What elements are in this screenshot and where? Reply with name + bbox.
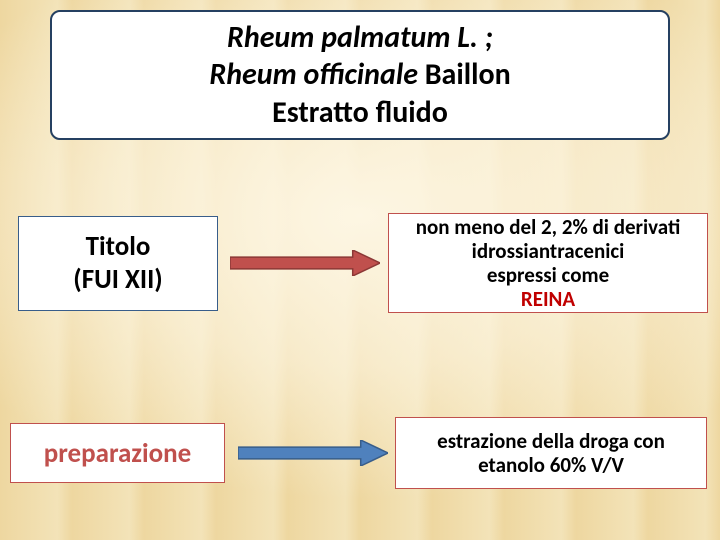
diagram-row-0: Titolo(FUI XII) non meno del 2, 2% di der… xyxy=(0,208,720,318)
title-line-2: Rheum officinale Baillon xyxy=(209,56,510,94)
left-box-line: preparazione xyxy=(44,437,192,470)
title-box: Rheum palmatum L. ; Rheum officinale Bai… xyxy=(50,10,670,140)
arrow-icon xyxy=(238,440,388,466)
title-line-1: Rheum palmatum L. ; xyxy=(227,19,493,57)
right-box-0: non meno del 2, 2% di derivatiidrossiant… xyxy=(388,213,708,313)
left-box-1: preparazione xyxy=(10,423,225,483)
left-box-0: Titolo(FUI XII) xyxy=(18,216,218,311)
left-box-line: Titolo xyxy=(86,230,151,263)
left-box-line: (FUI XII) xyxy=(73,263,162,296)
title-line-3: Estratto fluido xyxy=(272,94,448,132)
arrow-icon xyxy=(230,250,380,276)
diagram-row-1: preparazione estrazione della droga conet… xyxy=(0,398,720,508)
right-box-1: estrazione della droga conetanolo 60% V/… xyxy=(395,417,707,489)
